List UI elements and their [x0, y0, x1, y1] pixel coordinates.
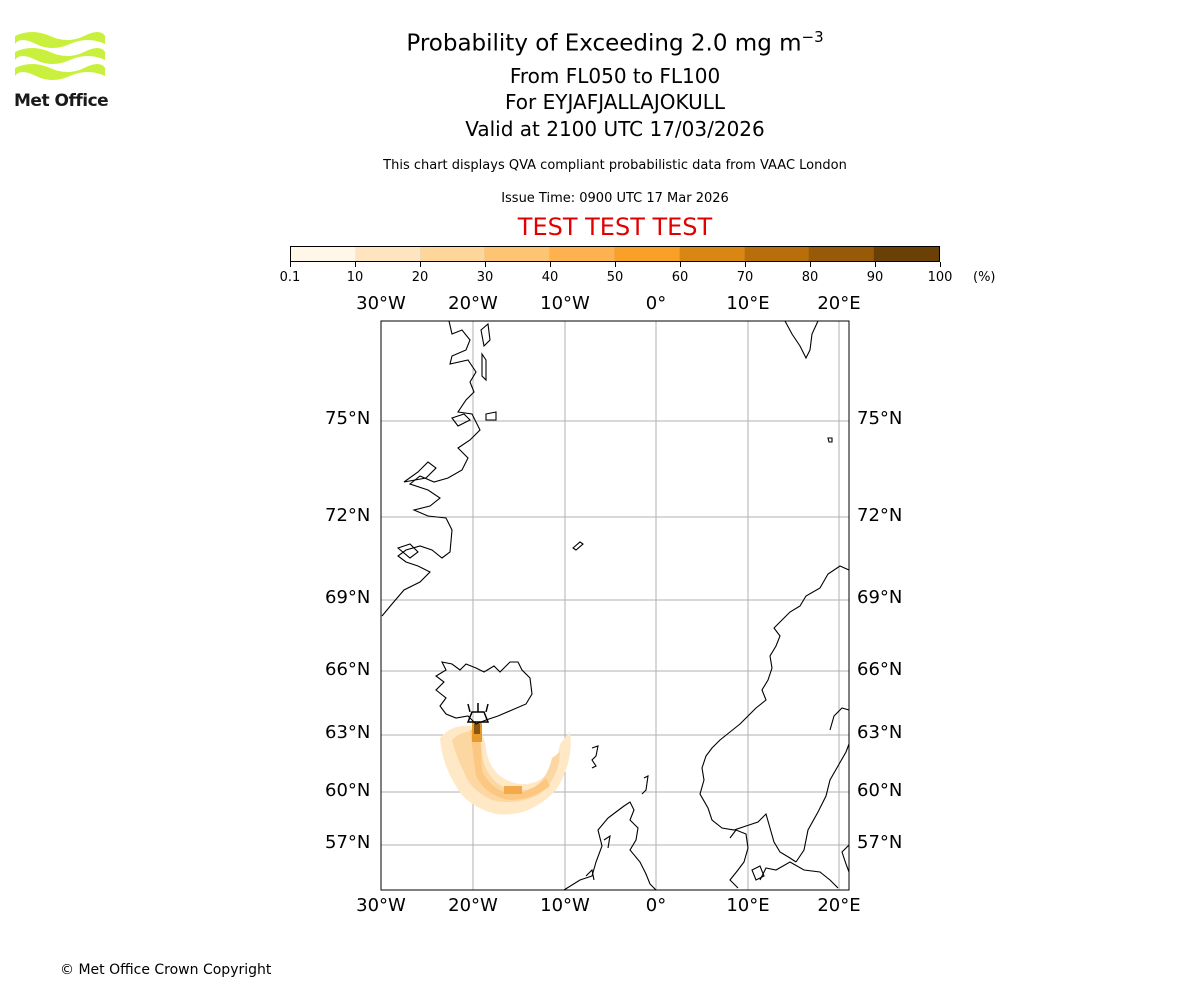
- lon-label-bottom: 20°W: [448, 895, 498, 916]
- lat-label-left: 60°N: [325, 780, 371, 801]
- colorbar-tick: [615, 262, 616, 267]
- chart-description: This chart displays QVA compliant probab…: [383, 158, 847, 173]
- colorbar-tick: [290, 262, 291, 267]
- logo-text: Met Office: [14, 91, 109, 111]
- copyright: © Met Office Crown Copyright: [60, 962, 272, 978]
- lat-label-right: 57°N: [857, 832, 903, 853]
- lat-label-left: 72°N: [325, 505, 371, 526]
- lon-label-bottom: 20°E: [817, 895, 861, 916]
- colorbar-tick-label: 50: [606, 270, 624, 285]
- colorbar-tick-label: 80: [801, 270, 819, 285]
- lat-label-right: 69°N: [857, 587, 903, 608]
- colorbar-tick: [940, 262, 941, 267]
- colorbar-tick: [485, 262, 486, 267]
- valid-time: Valid at 2100 UTC 17/03/2026: [465, 117, 765, 141]
- colorbar-tick-label: 0.1: [279, 270, 301, 285]
- colorbar-segment: [420, 247, 486, 261]
- colorbar-segment: [355, 247, 421, 261]
- colorbar-tick-label: 60: [671, 270, 689, 285]
- lat-label-right: 66°N: [857, 659, 903, 680]
- lat-label-left: 66°N: [325, 659, 371, 680]
- map-frame: [380, 320, 850, 891]
- colorbar-segment: [291, 247, 356, 261]
- lon-label-top: 10°W: [540, 293, 590, 314]
- lon-label-bottom: 10°E: [726, 895, 770, 916]
- colorbar: [290, 246, 940, 262]
- lat-label-right: 63°N: [857, 722, 903, 743]
- colorbar-tick: [875, 262, 876, 267]
- gridlines: [381, 321, 849, 890]
- lon-label-top: 20°W: [448, 293, 498, 314]
- ash-plume: [440, 722, 571, 815]
- colorbar-tick: [810, 262, 811, 267]
- lon-label-bottom: 0°: [645, 895, 667, 916]
- colorbar-tick-label: 10: [346, 270, 364, 285]
- lat-label-left: 69°N: [325, 587, 371, 608]
- flight-levels: From FL050 to FL100: [509, 64, 721, 88]
- title-main: Probability of Exceeding 2.0 mg m: [406, 30, 802, 57]
- lon-label-top: 30°W: [356, 293, 406, 314]
- volcano-icon: [466, 703, 490, 723]
- lat-label-right: 75°N: [857, 408, 903, 429]
- test-banner: TEST TEST TEST: [517, 213, 713, 241]
- lon-label-bottom: 30°W: [356, 895, 406, 916]
- colorbar-tick-label: 40: [541, 270, 559, 285]
- met-office-logo: [12, 30, 112, 112]
- lat-label-right: 72°N: [857, 505, 903, 526]
- colorbar-segment: [809, 247, 875, 261]
- colorbar-tick-label: 20: [411, 270, 429, 285]
- colorbar-tick-label: 100: [927, 270, 953, 285]
- met-office-waves-icon: [15, 32, 105, 80]
- lon-label-top: 20°E: [817, 293, 861, 314]
- colorbar-tick: [680, 262, 681, 267]
- colorbar-tick-label: 30: [476, 270, 494, 285]
- coastlines: [381, 320, 850, 891]
- colorbar-tick-label: 70: [736, 270, 754, 285]
- colorbar-tick: [550, 262, 551, 267]
- colorbar-segment: [614, 247, 680, 261]
- issue-time: Issue Time: 0900 UTC 17 Mar 2026: [501, 191, 729, 206]
- colorbar-tick: [355, 262, 356, 267]
- chart-title: Probability of Exceeding 2.0 mg m−3: [300, 28, 930, 57]
- lat-label-left: 75°N: [325, 408, 371, 429]
- lat-label-left: 57°N: [325, 832, 371, 853]
- colorbar-segment: [485, 247, 551, 261]
- colorbar-segment: [679, 247, 745, 261]
- lat-label-right: 60°N: [857, 780, 903, 801]
- title-exponent: −3: [801, 28, 824, 46]
- lat-label-left: 63°N: [325, 722, 371, 743]
- colorbar-segment: [550, 247, 615, 261]
- colorbar-segment: [874, 247, 939, 261]
- colorbar-tick: [745, 262, 746, 267]
- lon-label-bottom: 10°W: [540, 895, 590, 916]
- colorbar-tick: [420, 262, 421, 267]
- colorbar-unit: (%): [973, 270, 996, 285]
- colorbar-segment: [744, 247, 810, 261]
- volcano-name: For EYJAFJALLAJOKULL: [505, 90, 725, 114]
- lon-label-top: 10°E: [726, 293, 770, 314]
- colorbar-tick-label: 90: [866, 270, 884, 285]
- lon-label-top: 0°: [645, 293, 667, 314]
